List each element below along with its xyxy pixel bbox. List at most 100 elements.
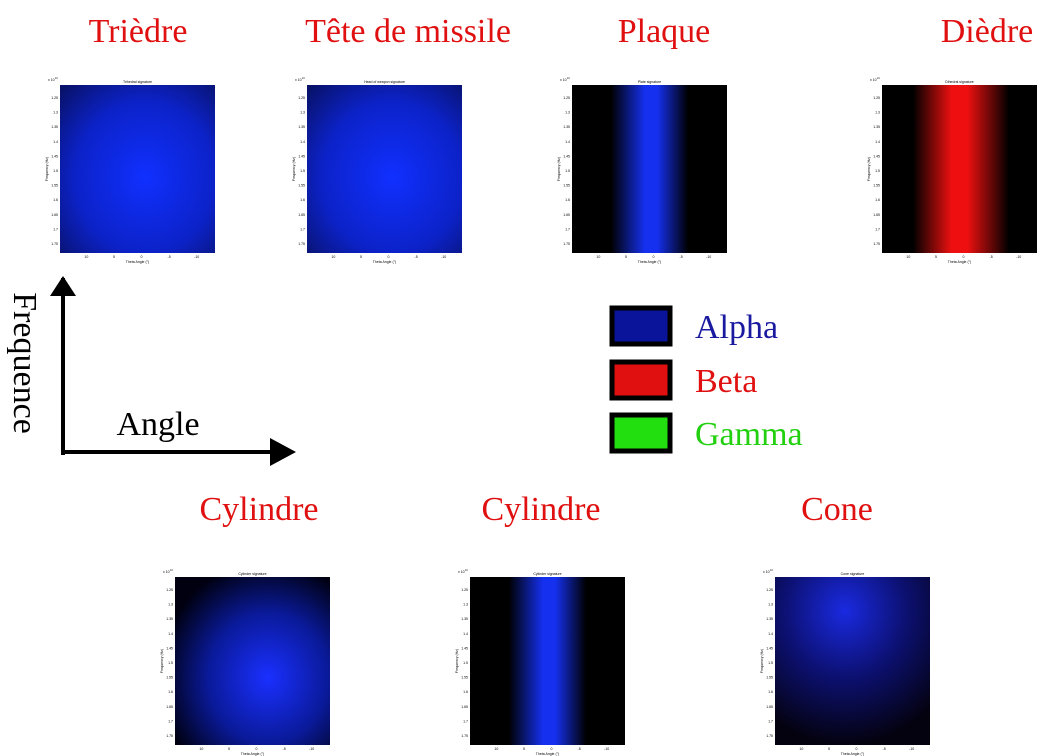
signature-image xyxy=(470,577,625,745)
x-axis-label: Theta Angle (°) xyxy=(536,752,559,756)
panel: Tête de missile Head of weapon signature x… xyxy=(292,13,511,264)
y-tick-label: 1.5 xyxy=(463,661,468,665)
y-axis-label: Frequency (Hz) xyxy=(45,157,49,181)
panel-heading: Trièdre xyxy=(89,13,188,50)
y-exponent: x 10 xyxy=(560,78,567,82)
signature-image xyxy=(307,85,462,253)
signature-image xyxy=(775,577,930,745)
panel-heading: Dièdre xyxy=(941,13,1034,50)
x-tick-label: -10 xyxy=(309,747,314,751)
y-tick-label: 1.45 xyxy=(51,154,58,158)
y-exponent: x 10 xyxy=(870,78,877,82)
y-exponent-power: 10 xyxy=(55,77,58,80)
y-tick-label: 1.7 xyxy=(463,719,468,723)
y-tick-label: 1.45 xyxy=(563,154,570,158)
x-tick-label: -5 xyxy=(415,255,418,259)
y-tick-label: 1.7 xyxy=(53,227,58,231)
y-tick-label: 1.5 xyxy=(168,661,173,665)
y-tick-label: 1.3 xyxy=(463,603,468,607)
y-tick-label: 1.55 xyxy=(563,184,570,188)
y-tick-label: 1.75 xyxy=(873,242,880,246)
x-tick-label: 0 xyxy=(256,747,258,751)
y-tick-label: 1.5 xyxy=(300,169,305,173)
y-tick-label: 1.6 xyxy=(168,690,173,694)
y-tick-label: 1.6 xyxy=(300,198,305,202)
x-tick-label: -5 xyxy=(283,747,286,751)
y-tick-label: 1.55 xyxy=(873,184,880,188)
signature-image xyxy=(882,85,1037,253)
x-tick-label: 0 xyxy=(963,255,965,259)
y-exponent: x 10 xyxy=(763,570,770,574)
plot-title: Dihedral signature xyxy=(945,80,973,84)
y-tick-label: 1.5 xyxy=(768,661,773,665)
x-axis-label: Theta Angle (°) xyxy=(373,260,396,264)
x-tick-label: -10 xyxy=(194,255,199,259)
x-tick-label: 0 xyxy=(388,255,390,259)
panel-heading: Cylindre xyxy=(482,491,601,528)
y-tick-label: 1.4 xyxy=(300,140,305,144)
frequence-label: Frequence xyxy=(6,292,43,434)
plot-title: Plate signature xyxy=(638,80,661,84)
y-tick-label: 1.7 xyxy=(565,227,570,231)
y-tick-label: 1.25 xyxy=(873,96,880,100)
y-tick-label: 1.6 xyxy=(875,198,880,202)
x-tick-label: -5 xyxy=(680,255,683,259)
y-tick-label: 1.75 xyxy=(461,734,468,738)
y-axis-label: Frequency (Hz) xyxy=(455,649,459,673)
y-tick-label: 1.65 xyxy=(873,213,880,217)
x-tick-label: -10 xyxy=(441,255,446,259)
y-tick-label: 1.35 xyxy=(873,125,880,129)
legend-swatch xyxy=(609,305,673,347)
y-tick-label: 1.5 xyxy=(565,169,570,173)
y-tick-label: 1.35 xyxy=(461,617,468,621)
y-exponent: x 10 xyxy=(163,570,170,574)
y-axis-label: Frequency (Hz) xyxy=(292,157,296,181)
x-tick-label: -5 xyxy=(883,747,886,751)
y-tick-label: 1.75 xyxy=(298,242,305,246)
x-tick-label: 10 xyxy=(84,255,88,259)
y-tick-label: 1.7 xyxy=(300,227,305,231)
legend-label: Alpha xyxy=(695,309,778,346)
y-tick-label: 1.3 xyxy=(875,111,880,115)
y-tick-label: 1.65 xyxy=(51,213,58,217)
y-tick-label: 1.35 xyxy=(166,617,173,621)
x-tick-label: 5 xyxy=(625,255,627,259)
plot-title: Head of weapon signature xyxy=(364,80,405,84)
x-tick-label: 5 xyxy=(828,747,830,751)
x-tick-label: 0 xyxy=(141,255,143,259)
y-tick-label: 1.6 xyxy=(768,690,773,694)
y-tick-label: 1.5 xyxy=(875,169,880,173)
y-tick-label: 1.65 xyxy=(766,705,773,709)
y-tick-label: 1.25 xyxy=(166,588,173,592)
y-tick-label: 1.25 xyxy=(563,96,570,100)
y-tick-label: 1.25 xyxy=(461,588,468,592)
legend: Alpha Beta Gamma xyxy=(609,305,803,454)
panel-heading: Cone xyxy=(801,491,873,528)
signature-image xyxy=(572,85,727,253)
x-tick-label: 5 xyxy=(360,255,362,259)
y-exponent-power: 10 xyxy=(465,569,468,572)
x-tick-label: 10 xyxy=(331,255,335,259)
y-tick-label: 1.65 xyxy=(563,213,570,217)
y-tick-label: 1.25 xyxy=(51,96,58,100)
y-tick-label: 1.7 xyxy=(168,719,173,723)
plot-title: Trihedral signature xyxy=(123,80,152,84)
y-tick-label: 1.35 xyxy=(51,125,58,129)
y-tick-label: 1.55 xyxy=(298,184,305,188)
y-tick-label: 1.75 xyxy=(563,242,570,246)
legend-label: Gamma xyxy=(695,416,803,453)
y-axis-label: Frequency (Hz) xyxy=(867,157,871,181)
y-tick-label: 1.45 xyxy=(298,154,305,158)
plot-title: Cone signature xyxy=(841,572,865,576)
y-axis-label: Frequency (Hz) xyxy=(557,157,561,181)
y-tick-label: 1.25 xyxy=(298,96,305,100)
x-tick-label: -10 xyxy=(604,747,609,751)
x-tick-label: 5 xyxy=(935,255,937,259)
y-tick-label: 1.45 xyxy=(166,646,173,650)
x-tick-label: -10 xyxy=(909,747,914,751)
y-tick-label: 1.55 xyxy=(166,676,173,680)
angle-arrowhead xyxy=(270,438,296,466)
